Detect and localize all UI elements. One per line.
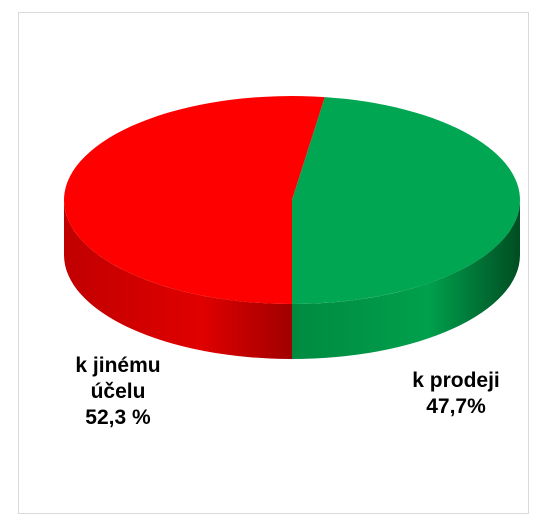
value-label: 52,3 % bbox=[85, 406, 151, 429]
category-label: k prodeji bbox=[412, 369, 500, 392]
slice bbox=[292, 97, 521, 305]
slice-side bbox=[64, 200, 292, 359]
value-label: 47,7% bbox=[426, 395, 486, 418]
slice-side bbox=[292, 200, 520, 359]
slice bbox=[64, 96, 325, 304]
slice-label: k prodeji 47,7% bbox=[410, 368, 502, 420]
chart-frame bbox=[18, 12, 529, 514]
category-label: k jinému účelu bbox=[75, 354, 161, 403]
slice-label: k jinému účelu 52,3 % bbox=[68, 353, 168, 431]
